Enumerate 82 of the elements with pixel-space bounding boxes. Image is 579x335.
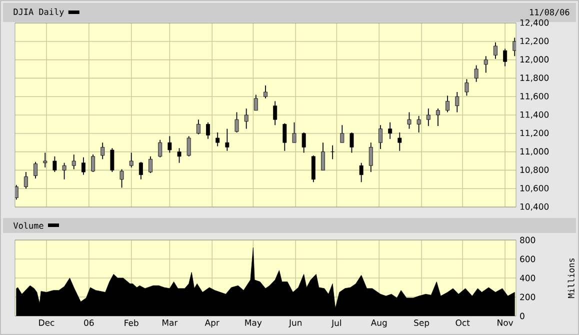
y-tick-label: 200 [520,294,536,300]
y-tick-label: 800 [520,236,536,244]
x-tick-label: Mar [162,320,178,326]
candlestick [177,148,182,164]
candlestick [321,142,325,171]
candlestick [81,156,86,176]
x-tick-label: May [245,320,262,328]
candlestick [455,92,460,113]
candlestick [158,139,162,158]
candlestick [100,142,105,160]
candlestick [225,128,230,152]
candlestick [273,100,278,126]
candlestick [359,162,364,183]
candlestick [398,132,402,152]
candlestick [62,162,66,180]
candlestick [302,132,306,154]
chart-title: DJIA Daily [14,8,64,17]
y-tick-label: 10,600 [520,184,549,192]
candlestick [464,78,469,96]
x-tick-label: Aug [370,320,387,328]
candlestick [206,122,210,140]
candlestick [436,108,440,126]
x-tick-label: Apr [204,320,220,328]
x-tick-label: Sep [414,320,430,328]
y-axis-title: Millions [568,258,574,298]
y-tick-label: 11,400 [520,111,549,119]
candlestick [52,156,57,172]
candlestick [368,142,373,172]
y-tick-label: 12,400 [520,19,549,27]
candlestick [292,122,296,144]
candlestick [110,148,114,172]
candlestick [340,124,344,144]
candlestick [407,112,412,130]
y-tick-label: 12,200 [520,38,549,46]
x-tick-label: 06 [84,320,94,326]
candlestick [168,136,172,154]
candlestick [216,132,220,147]
y-tick-label: 11,600 [520,92,549,100]
candlestick [72,154,76,170]
candlestick [234,112,239,133]
x-tick-label: Feb [124,320,138,326]
candlestick [264,85,268,99]
candlestick [388,122,392,140]
x-tick-label: Nov [498,320,514,326]
y-tick-label: 600 [520,256,536,262]
candlestick [493,42,498,60]
candlestick [282,122,287,152]
x-tick-label: Jul [331,320,342,328]
candlestick [484,56,488,74]
chart-title: Volume [13,222,44,229]
candlestick [91,154,96,172]
candlestick [196,119,200,135]
candlestick [311,155,316,183]
candlestick [120,168,124,188]
y-tick-label: 12,000 [520,56,549,64]
candlestick [254,94,258,111]
candlestick [43,152,48,168]
candlestick [350,132,354,154]
candlestick [244,108,248,130]
y-tick-label: 10,800 [520,166,549,174]
y-tick-label: 0 [520,312,524,320]
candlestick [129,152,134,168]
text: 11/08/06 [530,8,570,16]
x-tick-label: Jun [288,320,302,328]
candlestick [138,161,143,180]
y-tick-label: 11,000 [520,148,549,156]
x-tick-label: Oct [456,320,470,326]
candlestick [416,115,421,133]
x-tick-label: Dec [39,320,54,326]
candlestick [474,64,478,82]
candlestick [24,172,28,190]
y-tick-label: 10,400 [520,203,549,211]
candlestick [426,108,430,126]
candlestick [503,48,508,67]
candlestick [34,161,38,179]
candlestick [186,136,191,157]
candlestick [446,95,450,113]
y-tick-label: 11,200 [520,130,549,138]
y-tick-label: 11,800 [520,74,549,82]
candlestick [378,124,382,150]
y-tick-label: 400 [520,274,536,282]
candlestick [148,156,152,174]
